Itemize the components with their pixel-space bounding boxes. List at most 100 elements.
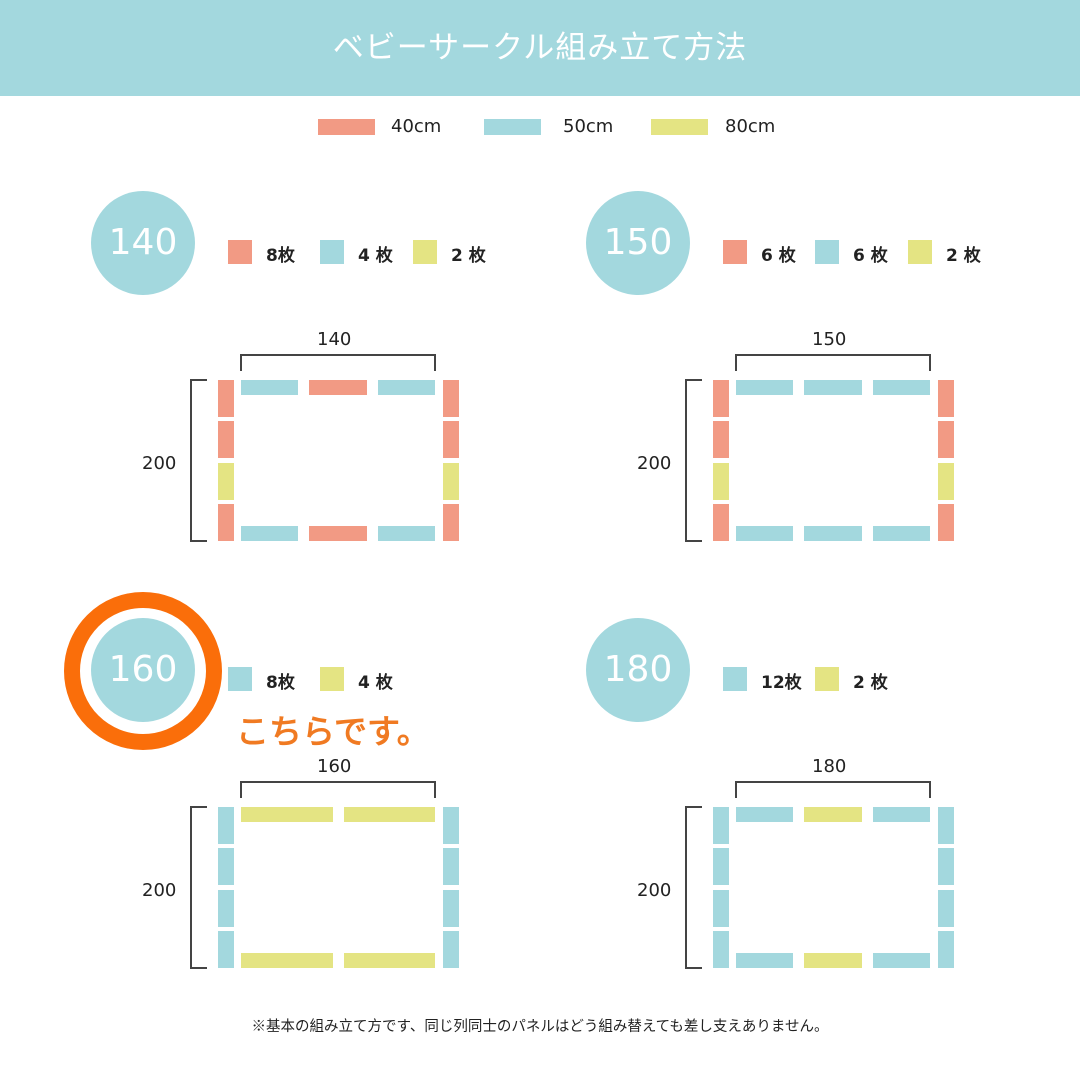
height-label: 200 (142, 453, 177, 474)
title-banner: ベビーサークル組み立て方法 (0, 0, 1080, 96)
panel-50cm (938, 848, 954, 885)
panel-50cm (872, 807, 930, 822)
panel-40cm (218, 380, 234, 417)
panel-50cm (713, 890, 729, 927)
count-swatch-icon (815, 240, 839, 264)
panel-50cm (443, 931, 459, 968)
width-bracket (735, 354, 931, 371)
legend-label: 40cm (391, 116, 442, 137)
count-label: 2 枚 (451, 246, 486, 266)
width-bracket (240, 781, 436, 798)
width-label: 150 (812, 329, 847, 350)
count-swatch-icon (723, 667, 747, 691)
width-bracket (240, 354, 436, 371)
panel-50cm (736, 380, 794, 395)
panel-40cm (218, 504, 234, 541)
size-badge: 140 (91, 191, 195, 295)
footnote: ※基本の組み立て方です、同じ列同士のパネルはどう組み替えても差し支えありません。 (251, 1019, 829, 1035)
panel-40cm (938, 421, 954, 458)
width-label: 180 (812, 756, 847, 777)
callout-text: こちらです。 (236, 712, 430, 751)
panel-40cm (443, 380, 459, 417)
panel-80cm (343, 953, 435, 968)
panel-50cm (377, 526, 435, 541)
panel-80cm (804, 953, 862, 968)
page-title: ベビーサークル組み立て方法 (332, 30, 748, 66)
panel-80cm (218, 463, 234, 500)
panel-40cm (938, 380, 954, 417)
panel-80cm (804, 807, 862, 822)
panel-50cm (736, 807, 794, 822)
legend-label: 80cm (725, 116, 776, 137)
size-badge: 160 (91, 618, 195, 722)
count-swatch-icon (723, 240, 747, 264)
panel-50cm (736, 953, 794, 968)
legend-label: 50cm (563, 116, 614, 137)
count-swatch-icon (908, 240, 932, 264)
swatch-80cm-icon (651, 119, 708, 135)
count-label: 2 枚 (853, 673, 888, 693)
panel-80cm (713, 463, 729, 500)
count-swatch-icon (320, 667, 344, 691)
width-label: 140 (317, 329, 352, 350)
panel-50cm (804, 380, 862, 395)
panel-50cm (377, 380, 435, 395)
panel-50cm (218, 931, 234, 968)
swatch-50cm-icon (484, 119, 541, 135)
panel-80cm (241, 953, 333, 968)
panel-50cm (443, 807, 459, 844)
panel-50cm (872, 953, 930, 968)
panel-50cm (241, 380, 299, 395)
count-label: 8枚 (266, 673, 295, 693)
panel-50cm (218, 807, 234, 844)
panel-50cm (736, 526, 794, 541)
panel-50cm (713, 807, 729, 844)
panel-80cm (443, 463, 459, 500)
count-label: 4 枚 (358, 673, 393, 693)
panel-50cm (938, 931, 954, 968)
count-swatch-icon (815, 667, 839, 691)
panel-80cm (938, 463, 954, 500)
panel-40cm (443, 421, 459, 458)
count-label: 2 枚 (946, 246, 981, 266)
panel-80cm (241, 807, 333, 822)
panel-40cm (938, 504, 954, 541)
panel-40cm (713, 421, 729, 458)
count-label: 6 枚 (853, 246, 888, 266)
count-swatch-icon (320, 240, 344, 264)
panel-50cm (218, 890, 234, 927)
count-label: 6 枚 (761, 246, 796, 266)
panel-80cm (343, 807, 435, 822)
height-label: 200 (637, 453, 672, 474)
count-swatch-icon (228, 240, 252, 264)
count-swatch-icon (413, 240, 437, 264)
count-label: 4 枚 (358, 246, 393, 266)
panel-40cm (309, 526, 367, 541)
panel-50cm (872, 380, 930, 395)
panel-50cm (443, 890, 459, 927)
height-bracket (685, 806, 702, 969)
height-bracket (190, 379, 207, 542)
panel-50cm (713, 848, 729, 885)
count-label: 8枚 (266, 246, 295, 266)
panel-40cm (218, 421, 234, 458)
panel-50cm (218, 848, 234, 885)
width-label: 160 (317, 756, 352, 777)
swatch-40cm-icon (318, 119, 375, 135)
panel-40cm (443, 504, 459, 541)
size-badge: 180 (586, 618, 690, 722)
panel-50cm (938, 890, 954, 927)
panel-40cm (309, 380, 367, 395)
width-bracket (735, 781, 931, 798)
count-label: 12枚 (761, 673, 802, 693)
panel-50cm (938, 807, 954, 844)
size-badge: 150 (586, 191, 690, 295)
panel-40cm (713, 504, 729, 541)
count-swatch-icon (228, 667, 252, 691)
height-bracket (190, 806, 207, 969)
height-bracket (685, 379, 702, 542)
panel-50cm (241, 526, 299, 541)
panel-50cm (804, 526, 862, 541)
panel-50cm (713, 931, 729, 968)
panel-50cm (443, 848, 459, 885)
